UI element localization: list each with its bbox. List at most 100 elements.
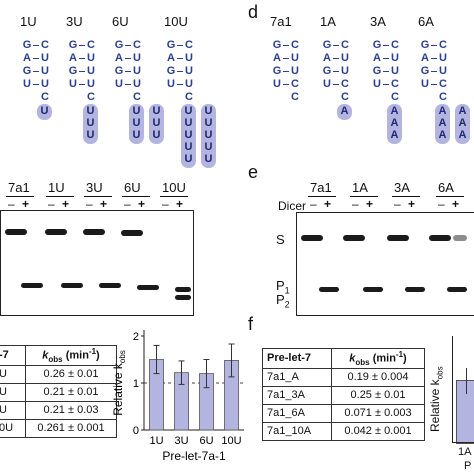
overhang-nucleotide: U [132, 129, 141, 141]
gel-band [301, 235, 323, 241]
base-pair-dash [125, 71, 131, 72]
overhang-nucleotide: U [86, 117, 95, 129]
nucleotide: C [341, 39, 349, 51]
minus-sign: – [8, 197, 15, 211]
base-pair-dash [383, 45, 389, 46]
nucleotide: U [323, 78, 331, 90]
table-header-construct: -7 [0, 345, 26, 366]
nucleotide: C [133, 91, 141, 103]
table-header-row: -7 kobs (min-1) [0, 345, 117, 366]
base-pair-dash [33, 71, 39, 72]
plus-sign: + [452, 197, 460, 211]
overhang-tail [435, 104, 450, 144]
table-header-kobs: kobs (min-1) [25, 345, 117, 366]
minus-sign: – [352, 197, 359, 211]
plus-sign: + [62, 197, 70, 211]
nucleotide: C [341, 78, 349, 90]
nucleotide: U [133, 52, 141, 64]
band-label-p2: P2 [276, 292, 290, 310]
overhang-tail [129, 104, 144, 144]
overhang-tail [83, 104, 98, 144]
overhang-nucleotide: U [204, 117, 213, 129]
table-row: U 0.21 ± 0.03 [0, 400, 117, 420]
nucleotide: U [133, 65, 141, 77]
lane-underline [84, 196, 112, 197]
base-pair-dash [177, 58, 183, 59]
nucleotide: U [291, 52, 299, 64]
nucleotide: U [273, 78, 281, 90]
kinetics-table-left: -7 kobs (min-1) U0.26 ± 0.01 U0.21 ± 0.0… [0, 345, 117, 438]
overhang-tail [201, 104, 216, 168]
nucleotide: G [372, 65, 382, 77]
y-axis-label-main: Relative k [111, 362, 125, 416]
table-row: 7a1_3A 0.25 ± 0.01 [262, 385, 425, 405]
lane-underline [392, 196, 420, 197]
base-pair-dash [333, 58, 339, 59]
nucleotide: C [133, 39, 141, 51]
minus-sign: – [310, 197, 317, 211]
table-row: 7a1_6A 0.071 ± 0.003 [262, 403, 425, 423]
lane-underline [350, 196, 378, 197]
overhang-nucleotide: U [40, 105, 49, 117]
lane-underline [6, 196, 34, 197]
lane-underline [160, 196, 188, 197]
nucleotide: U [69, 78, 77, 90]
nucleotide: U [185, 78, 193, 90]
construct-label: 1A [320, 14, 336, 29]
y-tick-label: 1 [133, 378, 139, 390]
gel-band [45, 229, 67, 235]
nucleotide: U [341, 65, 349, 77]
base-pair-dash [79, 84, 85, 85]
lane-underline [122, 196, 150, 197]
relative-kobs-bar-chart: 0 1 2 1U 3U 6U 10U Pre-let-7a-1 Relative kobs [111, 330, 244, 463]
overhang-nucleotide: U [204, 141, 213, 153]
mini-chart-ylabel: Relative kobs [428, 366, 445, 432]
nucleotide: C [291, 39, 299, 51]
base-pair-dash [431, 84, 437, 85]
gel-lane-label: 7a1 [8, 180, 30, 195]
plus-sign: + [100, 197, 108, 211]
base-pair-dash [177, 84, 183, 85]
nucleotide: A [167, 52, 175, 64]
nucleotide: G [68, 65, 78, 77]
construct-label: 1U [20, 14, 37, 29]
base-pair-dash [79, 71, 85, 72]
overhang-tail [37, 104, 52, 120]
nucleotide: U [87, 52, 95, 64]
nucleotide: C [41, 39, 49, 51]
base-pair-dash [125, 84, 131, 85]
nucleotide: A [273, 52, 281, 64]
nucleotide: C [439, 91, 447, 103]
overhang-nucleotide: U [86, 105, 95, 117]
gel-lane-label: 10U [162, 180, 186, 195]
x-tick-label: 1U [149, 435, 163, 447]
nucleotide: U [439, 65, 447, 77]
nucleotide: U [185, 52, 193, 64]
table-header-kobs: kobs (min-1) [331, 348, 425, 369]
nucleotide: U [391, 52, 399, 64]
construct-label: 6A [418, 14, 434, 29]
overhang-nucleotide: U [184, 153, 193, 165]
nucleotide: C [185, 39, 193, 51]
table-row: 7a1_A 0.19 ± 0.004 [262, 367, 425, 387]
overhang-tail [387, 104, 402, 144]
overhang-nucleotide: U [86, 129, 95, 141]
nucleotide: C [87, 91, 95, 103]
nucleotide: G [420, 39, 430, 51]
plus-sign: + [22, 197, 30, 211]
panel-letter-f: f [248, 314, 254, 334]
gel-band [175, 287, 191, 292]
base-pair-dash [283, 84, 289, 85]
nucleotide: U [391, 65, 399, 77]
gel-band [175, 295, 191, 300]
overhang-nucleotide: A [438, 105, 447, 117]
gel-band [61, 283, 83, 288]
construct-label: 6U [112, 14, 129, 29]
overhang-nucleotide: A [438, 129, 447, 141]
overhang-nucleotide: U [152, 117, 161, 129]
gel-band [429, 235, 451, 241]
gel-band [137, 285, 159, 290]
plus-sign: + [408, 197, 416, 211]
mini-chart-errorbar [466, 368, 467, 394]
plus-sign: + [324, 197, 332, 211]
